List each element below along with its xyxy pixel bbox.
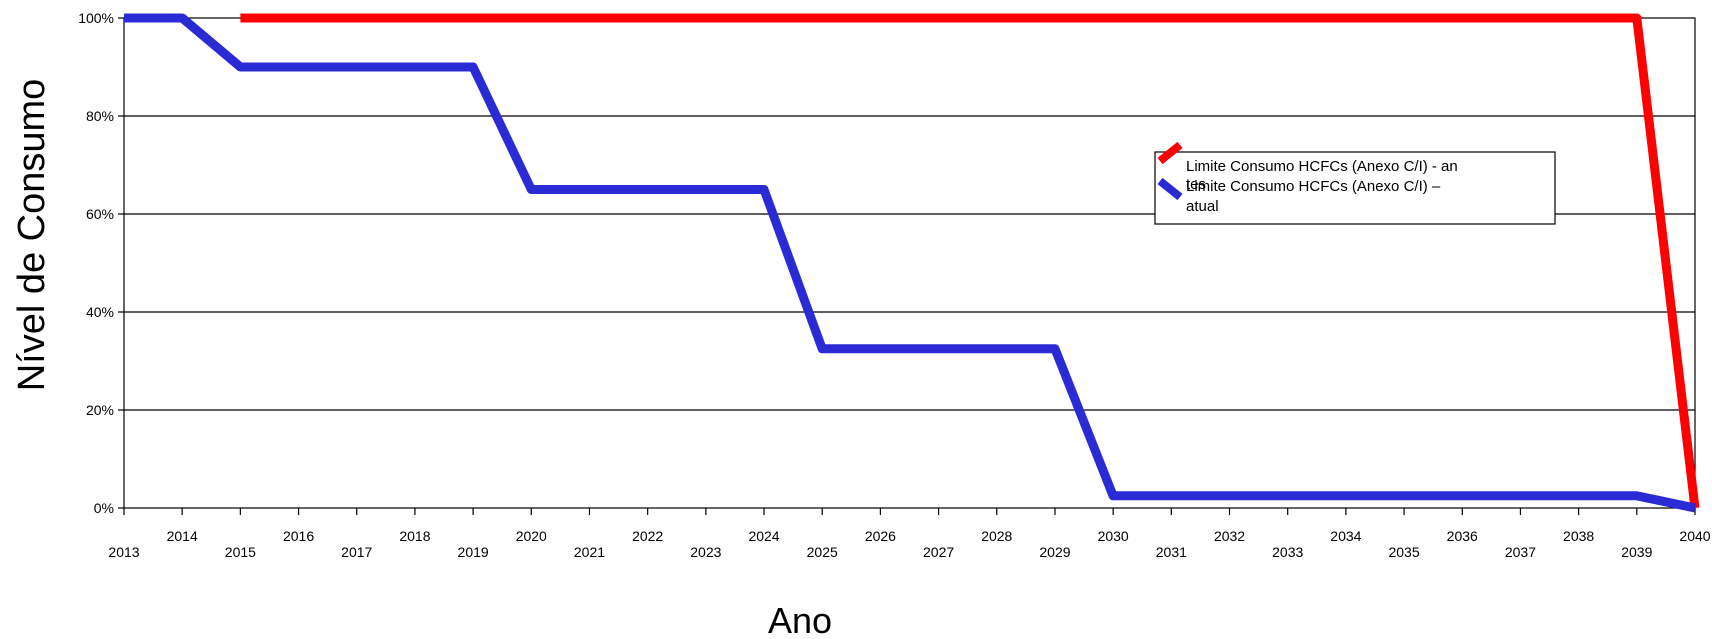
legend-label-antes-line1: Limite Consumo HCFCs (Anexo C/I) - an	[1186, 158, 1458, 175]
y-tick-label: 0%	[94, 500, 114, 516]
x-tick-label: 2027	[923, 544, 954, 560]
x-tick-label: 2016	[283, 528, 314, 544]
plot-area	[123, 17, 1696, 509]
x-tick-label: 2028	[981, 528, 1012, 544]
legend-swatch-atual	[1157, 177, 1183, 201]
x-axis-title: Ano	[768, 600, 832, 639]
y-tick-label: 80%	[86, 108, 114, 124]
x-tick-label: 2015	[225, 544, 256, 560]
legend-label-atual-line2: atual	[1186, 198, 1219, 215]
x-tick-label: 2035	[1388, 544, 1419, 560]
x-tick-label: 2017	[341, 544, 372, 560]
y-tick-label: 60%	[86, 206, 114, 222]
y-tick-label: 40%	[86, 304, 114, 320]
x-tick-label: 2036	[1447, 528, 1478, 544]
y-axis: 0% 20% 40% 60% 80% 100%	[78, 10, 124, 516]
x-tick-label: 2019	[458, 544, 489, 560]
legend: Limite Consumo HCFCs (Anexo C/I) - an te…	[1154, 141, 1556, 225]
x-tick-label: 2033	[1272, 544, 1303, 560]
series-line-1	[124, 13, 1696, 513]
x-tick-label: 2032	[1214, 528, 1245, 544]
x-axis: 2013 2014 2015 2016 2017 2018 2019 2020 2021 2022…	[108, 508, 1711, 560]
x-tick-label: 2037	[1505, 544, 1536, 560]
x-tick-label: 2039	[1621, 544, 1652, 560]
series-lines	[124, 13, 1700, 513]
x-tick-label: 2021	[574, 544, 605, 560]
x-tick-label: 2030	[1098, 528, 1129, 544]
y-tick-label: 20%	[86, 402, 114, 418]
legend-label-antes-line2: tes	[1186, 176, 1206, 193]
legend-box	[1154, 151, 1556, 225]
y-axis-title: Nível de Consumo	[11, 79, 53, 392]
x-tick-label: 2018	[399, 528, 430, 544]
x-tick-label: 2026	[865, 528, 896, 544]
series-line-0	[240, 13, 1700, 509]
y-tick-label: 100%	[78, 10, 114, 26]
gridlines	[124, 115, 1695, 411]
x-tick-label: 2031	[1156, 544, 1187, 560]
x-tick-label: 2034	[1330, 528, 1361, 544]
legend-label-atual-line1: Limite Consumo HCFCs (Anexo C/I) –	[1186, 178, 1441, 195]
x-tick-label: 2020	[516, 528, 547, 544]
legend-swatch-antes	[1157, 141, 1183, 165]
x-tick-label: 2029	[1039, 544, 1070, 560]
x-tick-label: 2013	[108, 544, 139, 560]
x-tick-label: 2014	[167, 528, 198, 544]
x-tick-label: 2022	[632, 528, 663, 544]
x-tick-label: 2038	[1563, 528, 1594, 544]
x-tick-label: 2040	[1679, 528, 1710, 544]
x-tick-label: 2025	[807, 544, 838, 560]
x-tick-label: 2023	[690, 544, 721, 560]
x-tick-label: 2024	[748, 528, 779, 544]
